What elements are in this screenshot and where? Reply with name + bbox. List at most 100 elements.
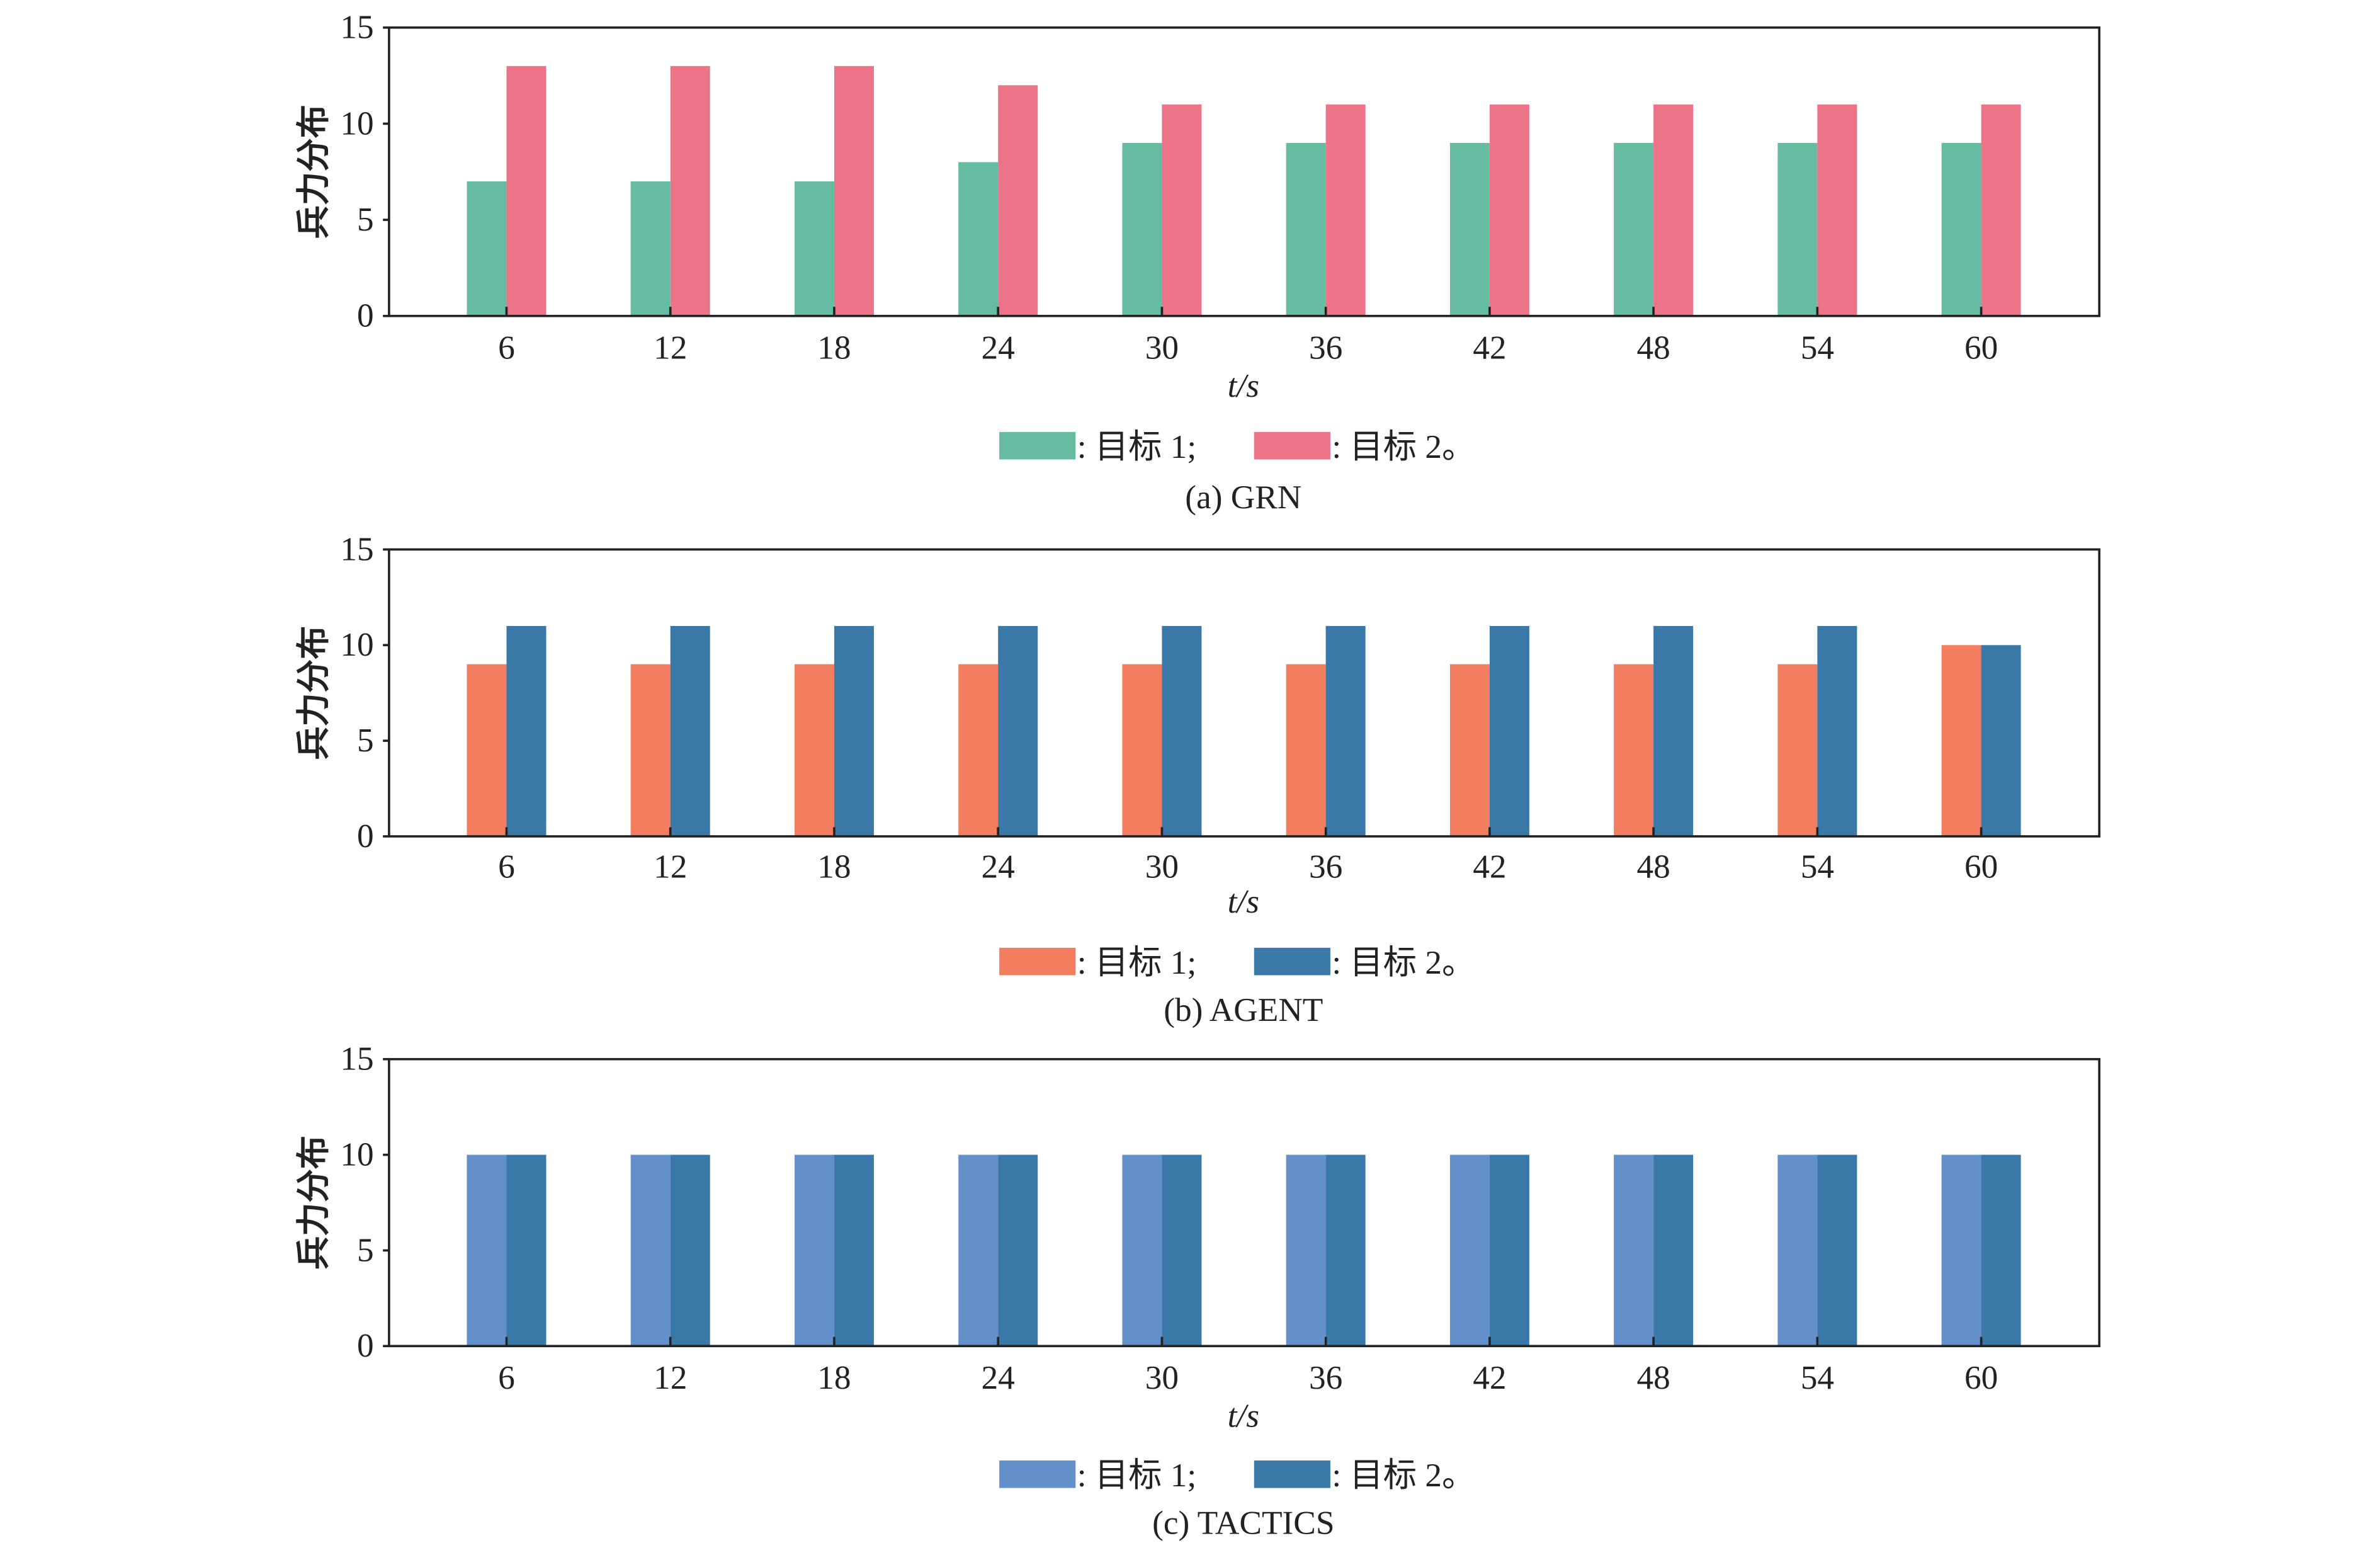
chart-caption: (a) GRN xyxy=(1185,479,1301,516)
bar-series-2 xyxy=(998,85,1038,316)
x-tick-label: 12 xyxy=(654,1359,687,1396)
bar-series-1 xyxy=(1614,1154,1654,1347)
bar-series-2 xyxy=(1817,1154,1857,1347)
bar-series-2 xyxy=(1981,645,2021,836)
bar-series-1 xyxy=(1122,1154,1162,1347)
y-tick-label: 15 xyxy=(340,1040,373,1078)
chart-1: 0 5 10 15 6 12 18 24 30 36 42 48 54 60 兵力分布 t/s: 目标 1;:… xyxy=(295,9,2100,516)
y-tick-label: 10 xyxy=(340,105,373,142)
x-tick-label: 18 xyxy=(817,329,851,367)
bar-series-1 xyxy=(794,664,834,836)
bar-series-2 xyxy=(506,625,547,836)
legend-label-2: : 目标 2。 xyxy=(1332,1457,1475,1494)
x-tick-label: 12 xyxy=(654,848,687,885)
y-tick-label: 0 xyxy=(357,297,374,334)
bar-series-1 xyxy=(467,664,507,836)
plot-frame xyxy=(388,26,2100,317)
bar-series-2 xyxy=(1653,1154,1694,1347)
x-tick-label: 36 xyxy=(1309,848,1342,885)
y-tick-label: 5 xyxy=(357,722,374,759)
x-tick-label: 6 xyxy=(498,1359,515,1396)
bar-series-2 xyxy=(1653,625,1694,836)
x-tick-label: 60 xyxy=(1964,848,1998,885)
x-tick-label: 24 xyxy=(982,1359,1015,1396)
x-tick-label: 6 xyxy=(498,848,515,885)
x-tick-label: 12 xyxy=(654,329,687,367)
bar-series-1 xyxy=(1941,1154,1981,1347)
legend-swatch-1 xyxy=(999,431,1076,460)
x-tick-label: 48 xyxy=(1636,848,1670,885)
x-tick-label: 60 xyxy=(1964,329,1998,367)
bar-series-1 xyxy=(1449,142,1490,316)
plot-frame xyxy=(388,548,2100,838)
bar-series-1 xyxy=(1286,664,1326,836)
legend-label-1: : 目标 1; xyxy=(1077,1457,1197,1494)
y-tick-label: 15 xyxy=(340,9,373,46)
y-tick-label: 5 xyxy=(357,201,374,238)
chart-3: 0 5 10 15 6 12 18 24 30 36 42 48 54 60 兵力分布 t/s: 目标 1;:… xyxy=(295,1040,2100,1541)
bar-series-1 xyxy=(467,1154,507,1347)
y-tick-label: 15 xyxy=(340,530,373,567)
bar-series-2 xyxy=(834,625,874,836)
chart-2: 0 5 10 15 6 12 18 24 30 36 42 48 54 60 兵力分布 t/s: 目标 1;:… xyxy=(295,530,2100,1028)
bar-series-2 xyxy=(1653,104,1694,316)
bar-series-2 xyxy=(670,1154,710,1347)
x-tick-label: 54 xyxy=(1801,329,1834,367)
x-tick-label: 48 xyxy=(1636,1359,1670,1396)
bar-series-1 xyxy=(630,1154,671,1347)
bar-series-2 xyxy=(998,1154,1038,1347)
bar-series-1 xyxy=(794,1154,834,1347)
y-axis-label: 兵力分布 xyxy=(295,626,332,760)
bar-series-1 xyxy=(1286,142,1326,316)
bar-series-2 xyxy=(1489,1154,1529,1347)
bar-series-1 xyxy=(1941,142,1981,316)
x-tick-label: 36 xyxy=(1309,1359,1342,1396)
bar-series-2 xyxy=(998,625,1038,836)
bar-series-2 xyxy=(1817,625,1857,836)
bar-series-2 xyxy=(506,65,547,316)
x-tick-label: 30 xyxy=(1145,329,1179,367)
bar-series-2 xyxy=(1817,104,1857,316)
y-axis-label: 兵力分布 xyxy=(295,1136,332,1270)
x-tick-label: 18 xyxy=(817,1359,851,1396)
bar-series-1 xyxy=(630,664,671,836)
x-axis-label: t/s xyxy=(1228,1398,1259,1435)
x-tick-label: 24 xyxy=(982,848,1015,885)
bar-series-1 xyxy=(958,162,999,316)
bar-series-1 xyxy=(1449,1154,1490,1347)
bar-series-1 xyxy=(1286,1154,1326,1347)
bar-series-1 xyxy=(1449,664,1490,836)
bar-series-1 xyxy=(1122,142,1162,316)
chart-caption: (b) AGENT xyxy=(1164,991,1323,1028)
y-tick-label: 0 xyxy=(357,1327,374,1364)
legend-swatch-1 xyxy=(999,947,1076,976)
y-tick-label: 10 xyxy=(340,626,373,663)
bar-series-1 xyxy=(1941,645,1981,836)
bar-series-1 xyxy=(958,664,999,836)
chart-caption: (c) TACTICS xyxy=(1152,1504,1334,1541)
bar-series-1 xyxy=(1777,664,1818,836)
bar-series-2 xyxy=(1162,625,1202,836)
bar-series-1 xyxy=(958,1154,999,1347)
bar-series-2 xyxy=(670,65,710,316)
x-tick-label: 42 xyxy=(1473,329,1506,367)
x-tick-label: 54 xyxy=(1801,1359,1834,1396)
legend-label-1: : 目标 1; xyxy=(1077,944,1197,981)
bar-series-2 xyxy=(1981,104,2021,316)
x-tick-label: 6 xyxy=(498,329,515,367)
bar-series-2 xyxy=(1325,104,1366,316)
x-tick-label: 42 xyxy=(1473,1359,1506,1396)
bar-series-1 xyxy=(1614,664,1654,836)
x-tick-label: 18 xyxy=(817,848,851,885)
legend-label-1: : 目标 1; xyxy=(1077,428,1197,465)
y-tick-label: 0 xyxy=(357,817,374,855)
x-tick-label: 30 xyxy=(1145,848,1179,885)
bar-series-1 xyxy=(1122,664,1162,836)
legend-swatch-2 xyxy=(1254,431,1330,460)
y-axis-label: 兵力分布 xyxy=(295,105,332,239)
legend-swatch-2 xyxy=(1254,1460,1330,1488)
y-tick-label: 10 xyxy=(340,1136,373,1173)
legend-swatch-2 xyxy=(1254,947,1330,976)
